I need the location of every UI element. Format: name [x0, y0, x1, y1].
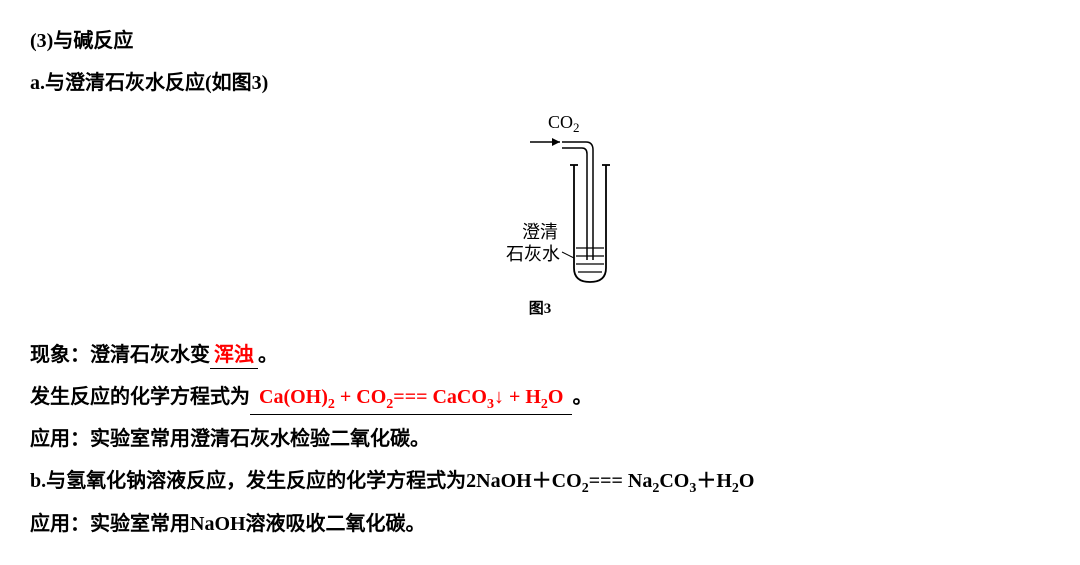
equation-a-suffix: 。 — [572, 386, 592, 408]
figure-label: 图3 — [30, 294, 1050, 326]
equation-b: 2NaOH＋CO2=== Na2CO3＋H2O — [466, 470, 754, 492]
application-a: 应用：实验室常用澄清石灰水检验二氧化碳。 — [30, 418, 1050, 460]
delivery-tube-outer — [562, 142, 593, 260]
phenomenon-answer: 浑浊 — [214, 344, 254, 366]
phenomenon-prefix: 现象：澄清石灰水变 — [30, 344, 210, 366]
section-heading: (3)与碱反应 — [30, 20, 1050, 62]
equation-a-line: 发生反应的化学方程式为 Ca(OH)2 + CO2=== CaCO3↓ + H2… — [30, 376, 1050, 418]
application-b: 应用：实验室常用NaOH溶液吸收二氧化碳。 — [30, 503, 1050, 545]
label-pointer — [562, 252, 574, 258]
item-a-title: a.与澄清石灰水反应(如图3) — [30, 62, 1050, 104]
phenomenon-line: 现象：澄清石灰水变浑浊。 — [30, 334, 1050, 376]
diagram-figure-3: CO2 澄清 石灰水 — [30, 110, 1050, 294]
item-b-line: b.与氢氧化钠溶液反应，发生反应的化学方程式为2NaOH＋CO2=== Na2C… — [30, 460, 1050, 503]
liquid-label-line2: 石灰水 — [506, 244, 560, 264]
liquid-label-line1: 澄清 — [522, 222, 558, 242]
phenomenon-suffix: 。 — [258, 344, 278, 366]
item-b-prefix: b.与氢氧化钠溶液反应，发生反应的化学方程式为 — [30, 470, 466, 492]
gas-label: CO2 — [548, 112, 580, 135]
equation-a-answer: Ca(OH)2 + CO2=== CaCO3↓ + H2O — [250, 385, 572, 416]
equation-a-prefix: 发生反应的化学方程式为 — [30, 386, 250, 408]
arrow-head — [552, 138, 560, 146]
